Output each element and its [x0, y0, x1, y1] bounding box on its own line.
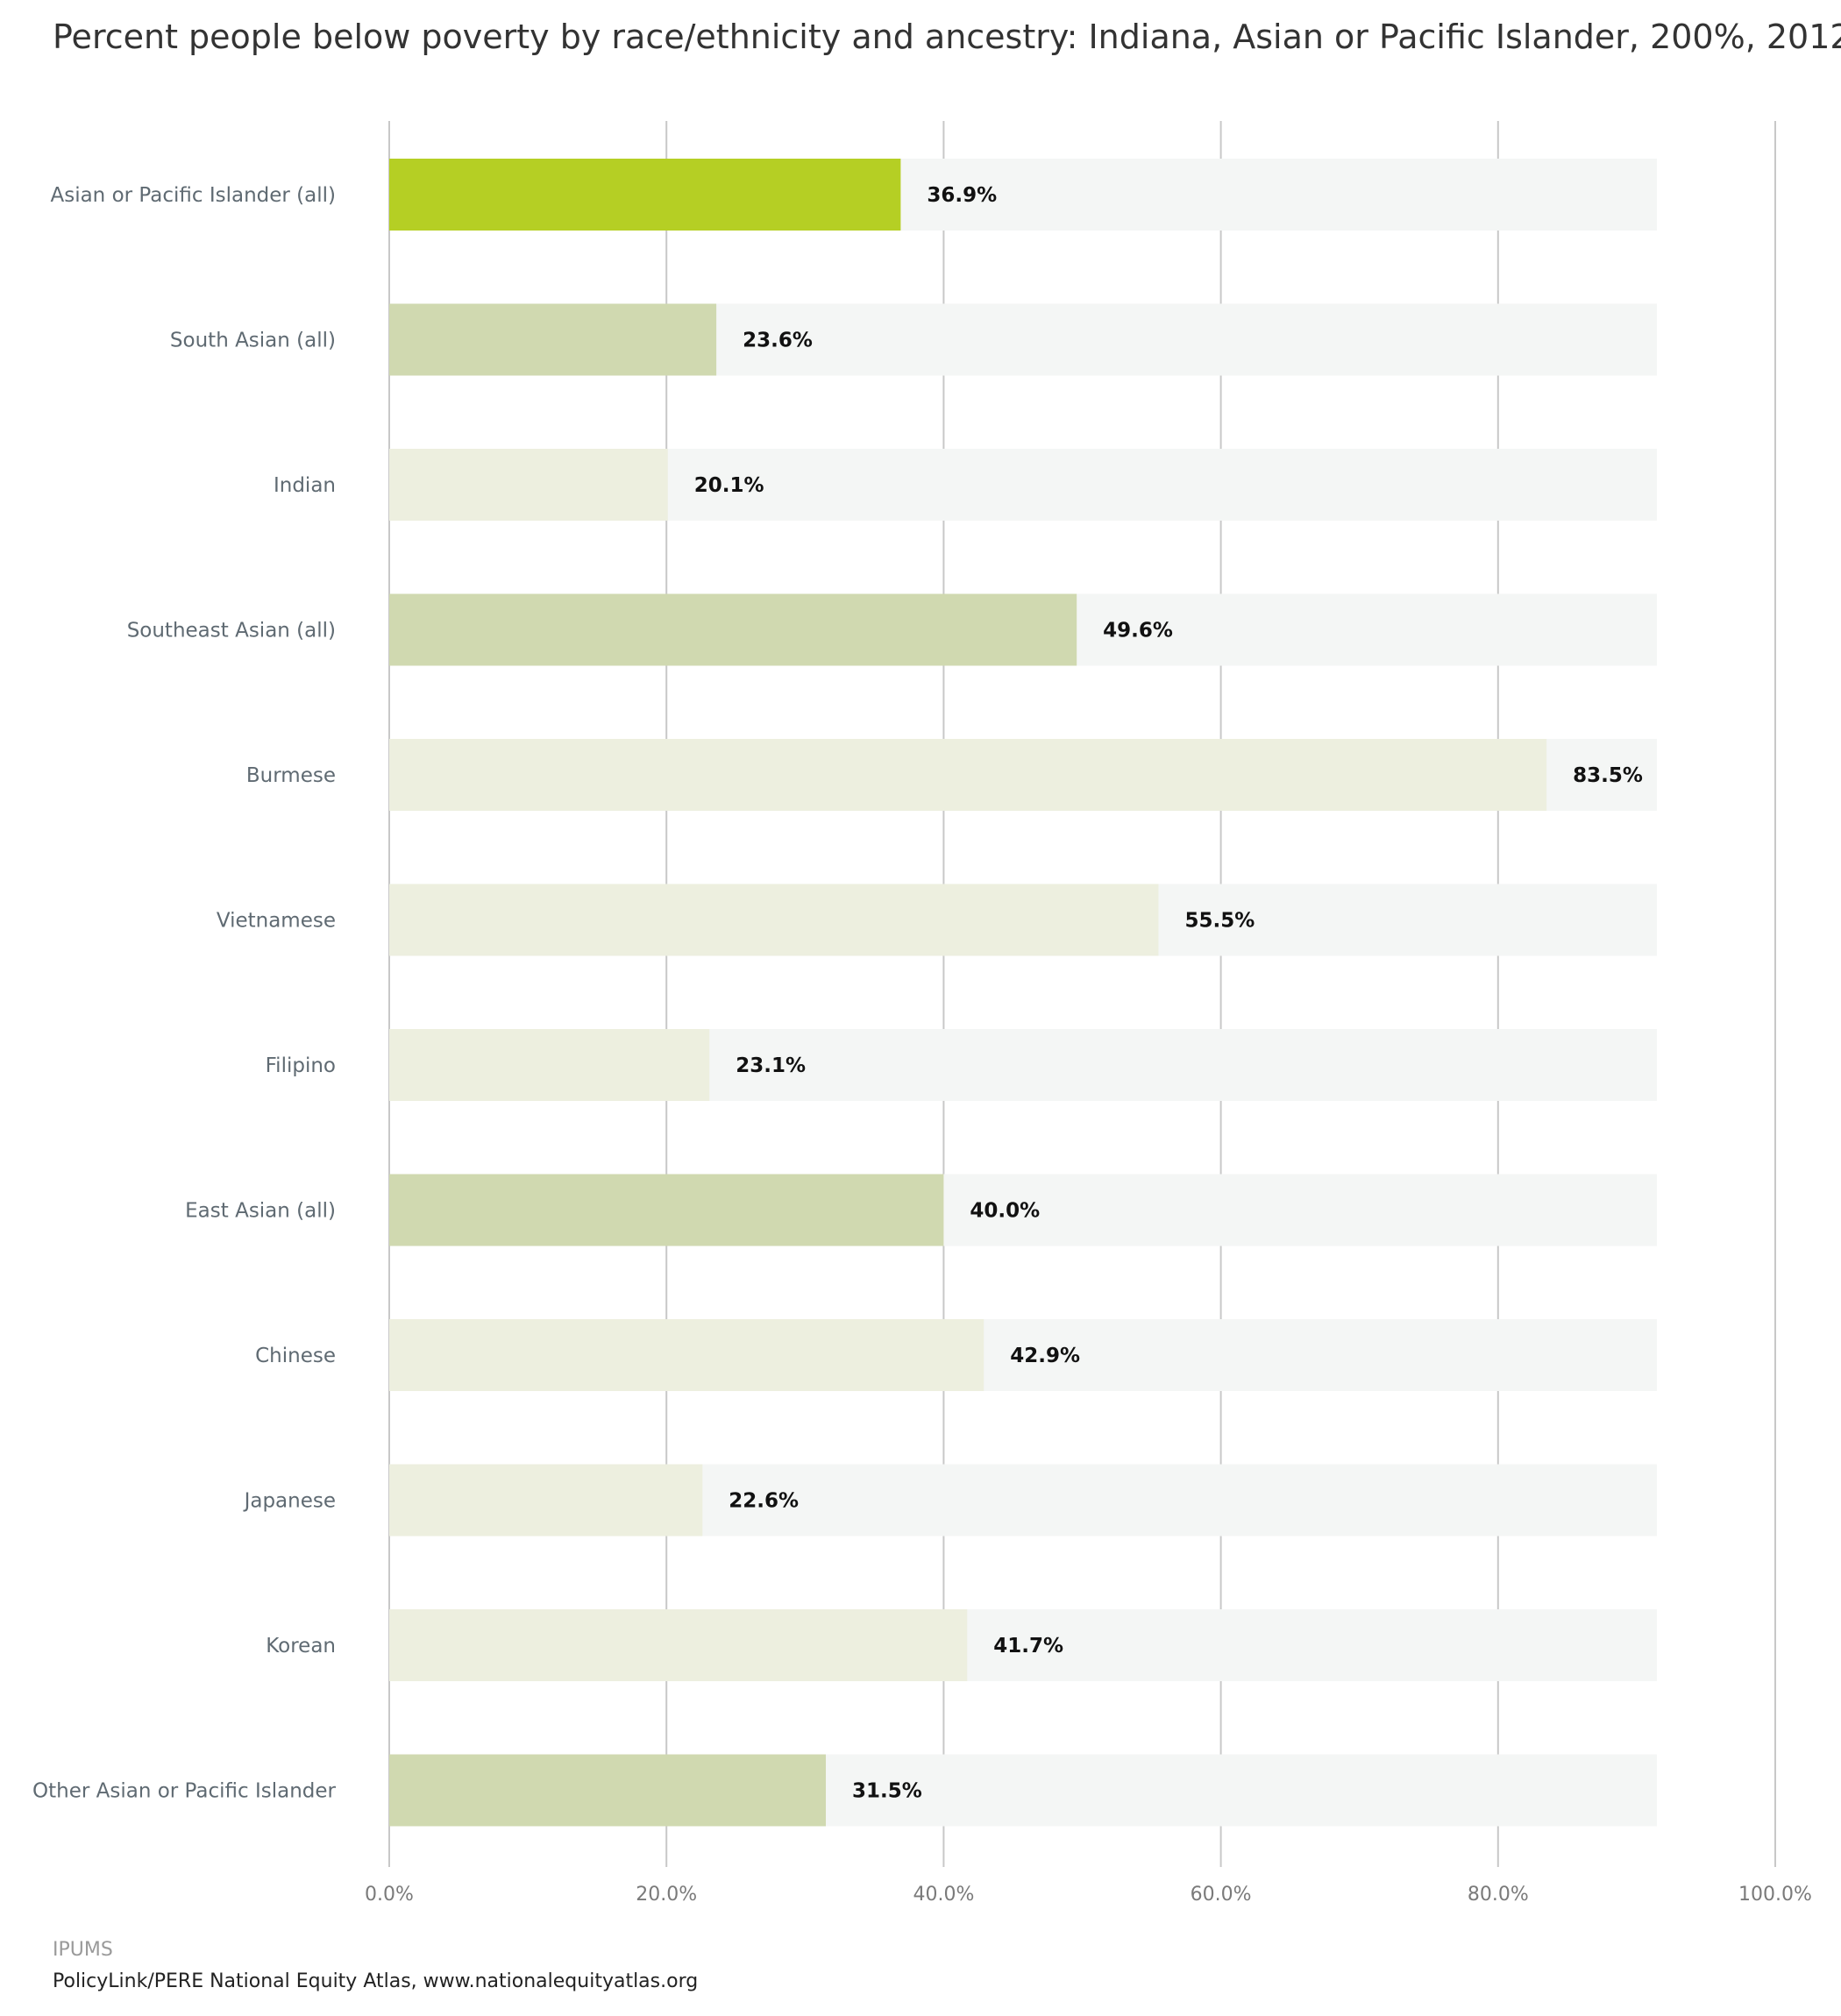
value-labels: 36.9% 23.6% 20.1% 49.6% 83.5% 55.5% 23.1% 40.0%… — [694, 184, 1643, 1803]
bar — [389, 1174, 944, 1246]
bar — [389, 1029, 710, 1101]
bar — [389, 303, 717, 376]
value-label: 42.9% — [1010, 1345, 1080, 1367]
value-label: 22.6% — [729, 1490, 799, 1513]
source-atlas: PolicyLink/PERE National Equity Atlas, w… — [53, 1970, 699, 1992]
bar — [389, 739, 1547, 811]
bar — [389, 1464, 703, 1537]
category-label: Burmese — [246, 764, 336, 787]
bar — [389, 884, 1159, 956]
x-tick-label: 80.0% — [1468, 1884, 1529, 1906]
bar — [389, 1609, 968, 1681]
value-label: 36.9% — [927, 184, 997, 207]
value-label: 41.7% — [993, 1635, 1063, 1658]
source-label: IPUMS — [53, 1939, 113, 1961]
bar — [389, 1754, 827, 1827]
category-label: Chinese — [255, 1345, 336, 1367]
value-label: 40.0% — [970, 1200, 1040, 1223]
x-tick-label: 40.0% — [913, 1884, 974, 1906]
x-tick-label: 20.0% — [636, 1884, 697, 1906]
bar — [389, 1319, 984, 1391]
category-label: Other Asian or Pacific Islander — [32, 1780, 337, 1803]
value-label: 23.1% — [736, 1054, 806, 1077]
category-label: Filipino — [266, 1054, 336, 1077]
category-label: Vietnamese — [217, 910, 336, 933]
bars — [389, 159, 1547, 1827]
grid-lines — [388, 121, 1776, 1867]
x-tick-label: 60.0% — [1191, 1884, 1252, 1906]
value-label: 49.6% — [1103, 620, 1173, 642]
category-label: Japanese — [243, 1490, 336, 1513]
category-label: Asian or Pacific Islander (all) — [50, 184, 336, 207]
chart-title: Percent people below poverty by race/eth… — [53, 18, 1841, 56]
value-label: 20.1% — [694, 474, 764, 497]
value-label: 83.5% — [1573, 764, 1643, 787]
value-label: 31.5% — [852, 1780, 922, 1803]
category-label: Korean — [266, 1635, 336, 1658]
bar — [389, 159, 901, 231]
bar — [389, 593, 1077, 666]
bar — [389, 449, 668, 521]
value-label: 23.6% — [743, 330, 813, 352]
category-labels: Asian or Pacific Islander (all) South Asi… — [32, 184, 337, 1803]
x-tick-label: 100.0% — [1738, 1884, 1812, 1906]
x-tick-label: 0.0% — [365, 1884, 414, 1906]
x-axis-ticks: 0.0% 20.0% 40.0% 60.0% 80.0% 100.0% — [365, 1884, 1812, 1906]
category-label: South Asian (all) — [170, 330, 336, 352]
bar-tracks — [389, 159, 1657, 1827]
value-label: 55.5% — [1184, 910, 1255, 933]
category-label: Southeast Asian (all) — [127, 620, 336, 642]
category-label: Indian — [274, 474, 336, 497]
category-label: East Asian (all) — [185, 1200, 336, 1223]
